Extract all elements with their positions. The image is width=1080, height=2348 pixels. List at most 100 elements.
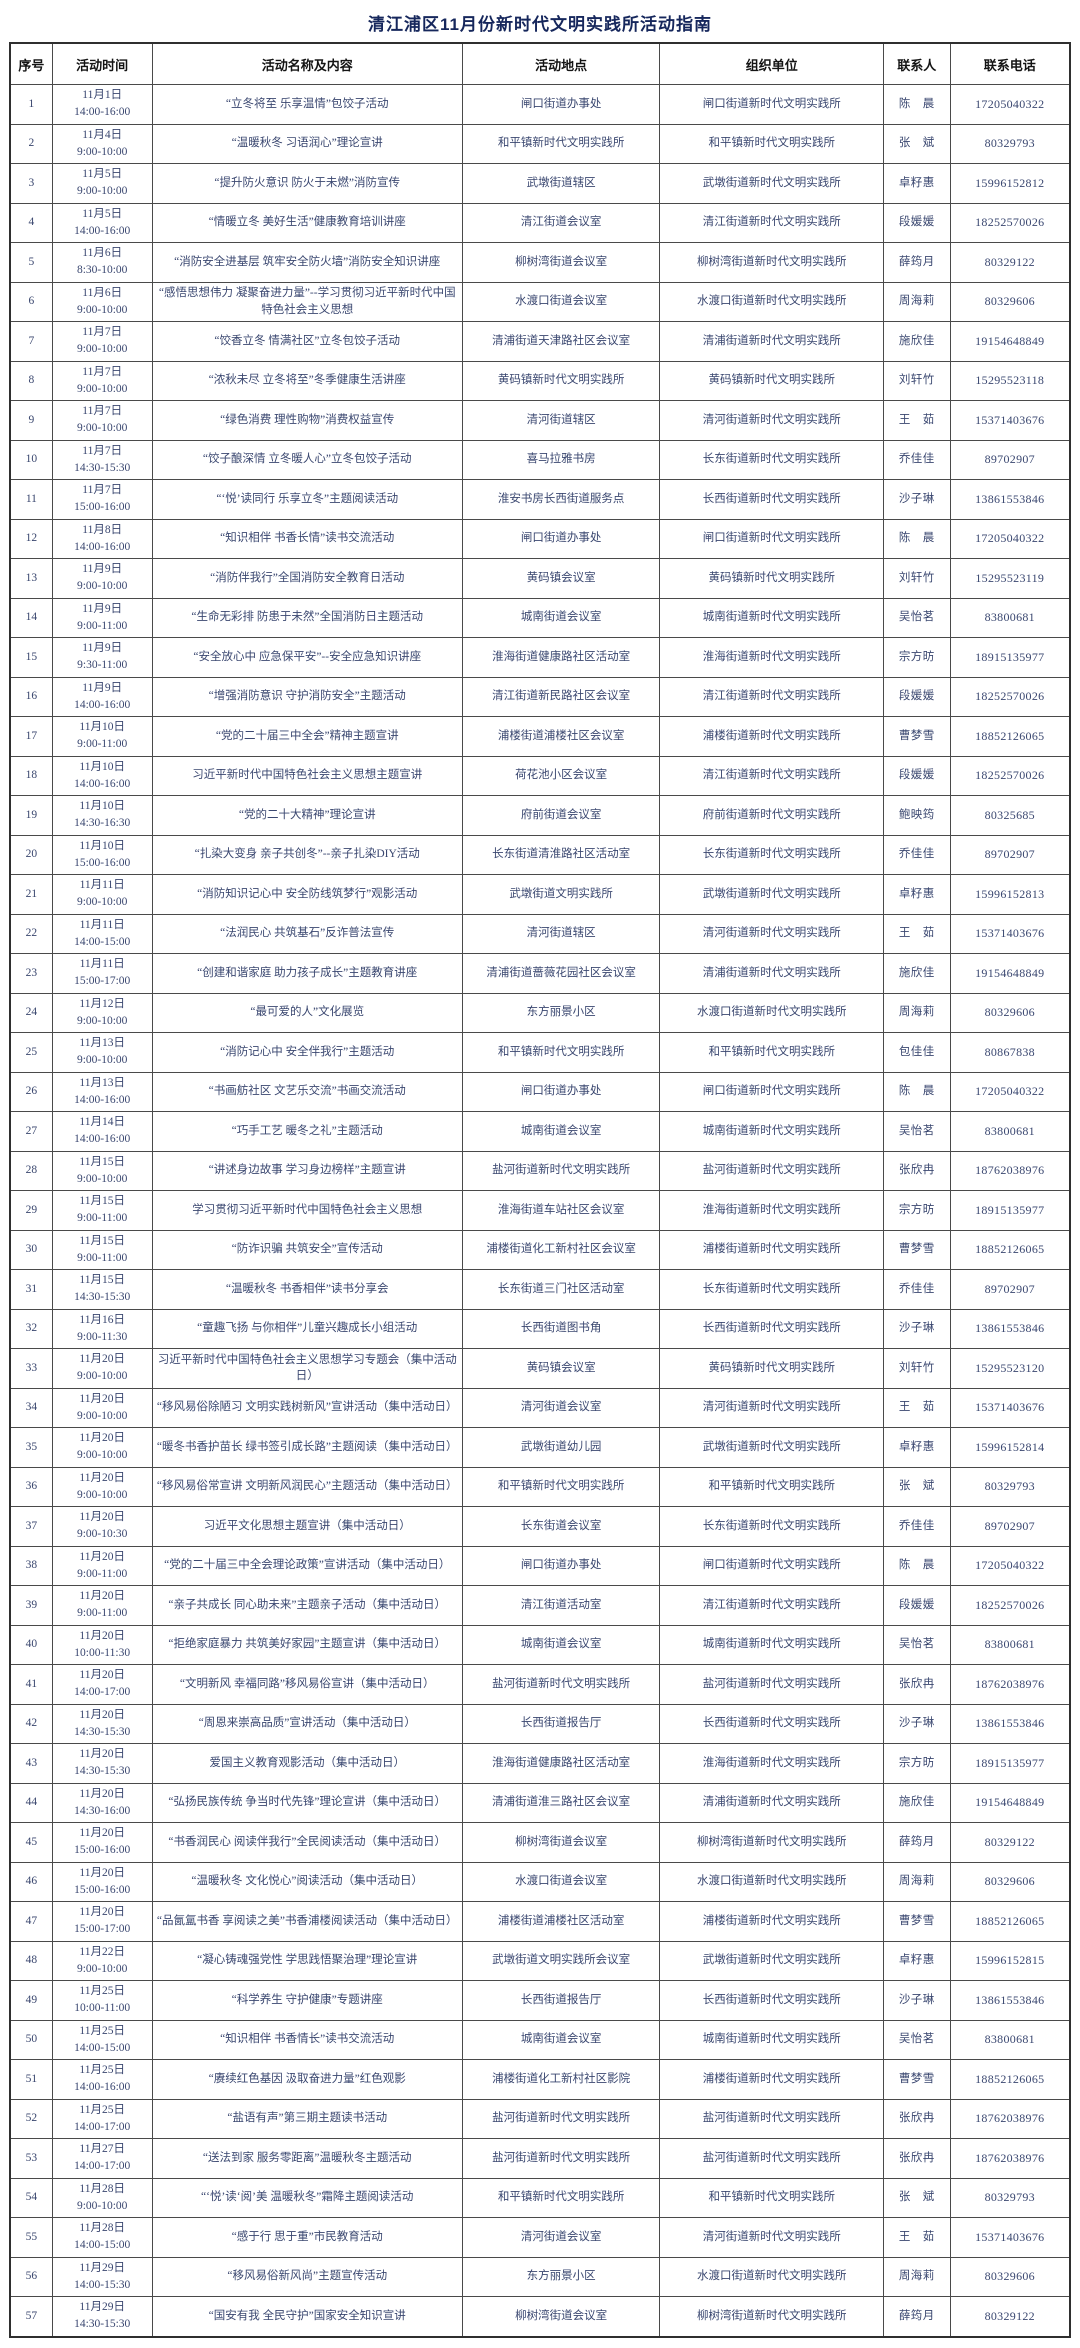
- contact-person: 沙子琳: [883, 479, 951, 520]
- activity-time: 14:00-16:00: [74, 540, 131, 553]
- table-row: 5 11月6日 8:30-10:00 “消防安全进基层 筑牢安全防火墙”消防安全…: [9, 242, 1071, 283]
- activity-location: 浦楼街道浦楼社区活动室: [461, 1901, 661, 1942]
- contact-phone: 13861553846: [949, 479, 1071, 520]
- activity-date: 11月20日: [79, 1550, 125, 1563]
- activity-time-cell: 11月5日 14:00-16:00: [51, 202, 153, 243]
- activity-location: 清河街道会议室: [461, 1387, 661, 1428]
- contact-phone: 19154648849: [949, 1782, 1071, 1823]
- contact-phone: 80329122: [949, 2296, 1071, 2337]
- activity-date: 11月11日: [79, 879, 125, 891]
- row-number: 53: [9, 2138, 53, 2179]
- contact-person: 王 茹: [883, 913, 951, 954]
- activity-location: 和平镇新时代文明实践所: [461, 123, 661, 164]
- header-phone: 联系电话: [949, 42, 1071, 85]
- activity-name: “讲述身边故事 学习身边榜样”主题宣讲: [151, 1150, 463, 1191]
- activity-location: 府前街道会议室: [461, 795, 661, 836]
- row-number: 20: [9, 834, 53, 875]
- activity-name: “安全放心中 应急保平安”--安全应急知识讲座: [151, 637, 463, 678]
- activity-date: 11月7日: [82, 444, 123, 457]
- activity-date: 11月16日: [79, 1313, 125, 1326]
- activity-name: “消防知识记心中 安全防线筑梦行”观影活动: [151, 874, 463, 915]
- organizing-unit: 武墩街道新时代文明实践所: [659, 874, 885, 915]
- contact-phone: 19154648849: [949, 953, 1071, 994]
- activity-time-cell: 11月7日 9:00-10:00: [51, 360, 153, 401]
- activity-time-cell: 11月20日 9:00-10:00: [51, 1466, 153, 1507]
- contact-phone: 80867838: [949, 1032, 1071, 1073]
- activity-name: “移风易俗新风尚”主题宣传活动: [151, 2256, 463, 2297]
- row-number: 52: [9, 2098, 53, 2139]
- activity-time: 9:00-11:00: [77, 1212, 128, 1225]
- activity-date: 11月29日: [79, 2261, 125, 2274]
- organizing-unit: 清河街道新时代文明实践所: [659, 1387, 885, 1428]
- activity-date: 11月20日: [79, 1669, 125, 1681]
- table-row: 52 11月25日 14:00-17:00 “盐语有声”第三期主题读书活动 盐河…: [9, 2098, 1071, 2139]
- activity-location: 清浦街道蔷薇花园社区会议室: [461, 953, 661, 994]
- activity-location: 清江街道活动室: [461, 1585, 661, 1626]
- activity-time: 9:00-10:00: [76, 1449, 128, 1462]
- table-row: 11 11月7日 15:00-16:00 “‘悦’读同行 乐享立冬”主题阅读活动…: [9, 479, 1071, 520]
- activity-name: “凝心铸魂强党性 学思践悟聚治理”理论宣讲: [151, 1940, 463, 1981]
- activity-location: 荷花池小区会议室: [461, 755, 661, 796]
- activity-name: “盐语有声”第三期主题读书活动: [151, 2098, 463, 2139]
- table-row: 57 11月29日 14:30-15:30 “国安有我 全民守护”国家安全知识宣…: [9, 2296, 1071, 2337]
- row-number: 35: [9, 1427, 53, 1468]
- table-row: 45 11月20日 15:00-16:00 “书香润民心 阅读伴我行”全民阅读活…: [9, 1822, 1071, 1863]
- activity-date: 11月7日: [82, 365, 123, 378]
- activity-location: 水渡口街道会议室: [461, 1861, 661, 1902]
- table-row: 50 11月25日 14:00-15:00 “知识相伴 书香情长”读书交流活动 …: [9, 2019, 1071, 2060]
- organizing-unit: 武墩街道新时代文明实践所: [659, 163, 885, 204]
- contact-phone: 15295523120: [949, 1348, 1071, 1389]
- activity-name: “情暖立冬 美好生活”健康教育培训讲座: [151, 202, 463, 243]
- organizing-unit: 水渡口街道新时代文明实践所: [659, 281, 885, 322]
- contact-person: 周海莉: [883, 2256, 951, 2297]
- row-number: 41: [9, 1664, 53, 1705]
- row-number: 49: [9, 1980, 53, 2021]
- activity-time: 9:00-10:00: [76, 382, 128, 395]
- organizing-unit: 盐河街道新时代文明实践所: [659, 1664, 885, 1705]
- contact-person: 薛筠月: [883, 2296, 951, 2337]
- row-number: 55: [9, 2217, 53, 2258]
- contact-phone: 17205040322: [949, 1071, 1071, 1112]
- organizing-unit: 浦楼街道新时代文明实践所: [659, 2059, 885, 2100]
- row-number: 19: [9, 795, 53, 836]
- activity-location: 闸口街道办事处: [461, 84, 661, 125]
- activity-location: 武墩街道辖区: [461, 163, 661, 204]
- activity-date: 11月22日: [79, 1945, 125, 1958]
- activity-name: “饺子酿深情 立冬暖人心”立冬包饺子活动: [151, 439, 463, 480]
- contact-person: 沙子琳: [883, 1308, 951, 1349]
- activity-time: 14:00-16:00: [74, 106, 131, 119]
- activity-time-cell: 11月25日 14:00-17:00: [51, 2098, 153, 2139]
- contact-phone: 15996152814: [949, 1427, 1071, 1468]
- activity-location: 浦楼街道化工新村社区影院: [461, 2059, 661, 2100]
- activity-name: “赓续红色基因 汲取奋进力量”红色观影: [151, 2059, 463, 2100]
- activity-date: 11月1日: [82, 89, 123, 101]
- table-row: 19 11月10日 14:30-16:30 “党的二十大精神”理论宣讲 府前街道…: [9, 795, 1071, 836]
- header-row: 序号 活动时间 活动名称及内容 活动地点 组织单位 联系人 联系电话: [9, 42, 1071, 85]
- organizing-unit: 武墩街道新时代文明实践所: [659, 1427, 885, 1468]
- contact-person: 曹梦雪: [883, 1901, 951, 1942]
- contact-phone: 18762038976: [949, 1664, 1071, 1705]
- activity-time: 14:00-15:00: [74, 2239, 131, 2252]
- organizing-unit: 城南街道新时代文明实践所: [659, 2019, 885, 2060]
- table-row: 28 11月15日 9:00-10:00 “讲述身边故事 学习身边榜样”主题宣讲…: [9, 1150, 1071, 1191]
- activity-time-cell: 11月14日 14:00-16:00: [51, 1111, 153, 1152]
- contact-person: 周海莉: [883, 281, 951, 322]
- activity-date: 11月28日: [79, 2182, 125, 2195]
- activity-name: “‘悦’读‘阅’美 温暖秋冬”霜降主题阅读活动: [151, 2177, 463, 2218]
- table-row: 17 11月10日 9:00-11:00 “党的二十届三中全会”精神主题宣讲 浦…: [9, 716, 1071, 757]
- contact-person: 包佳佳: [883, 1032, 951, 1073]
- contact-phone: 19154648849: [949, 321, 1071, 362]
- activity-time-cell: 11月13日 9:00-10:00: [51, 1032, 153, 1073]
- activity-time-cell: 11月10日 15:00-16:00: [51, 834, 153, 875]
- activity-name: “扎染大变身 亲子共创冬”--亲子扎染DIY活动: [151, 834, 463, 875]
- activity-name: “文明新风 幸福同路”移风易俗宣讲（集中活动日）: [151, 1664, 463, 1705]
- activity-time-cell: 11月5日 9:00-10:00: [51, 163, 153, 204]
- contact-person: 张 斌: [883, 123, 951, 164]
- contact-person: 陈 晨: [883, 1071, 951, 1112]
- organizing-unit: 长西街道新时代文明实践所: [659, 1703, 885, 1744]
- activity-name: “立冬将至 乐享温情”包饺子活动: [151, 84, 463, 125]
- activity-time: 9:00-10:00: [76, 145, 128, 158]
- table-row: 23 11月11日 15:00-17:00 “创建和谐家庭 助力孩子成长”主题教…: [9, 953, 1071, 994]
- activity-date: 11月10日: [79, 839, 125, 852]
- table-row: 22 11月11日 14:00-15:00 “法润民心 共筑基石”反诈普法宣传 …: [9, 913, 1071, 954]
